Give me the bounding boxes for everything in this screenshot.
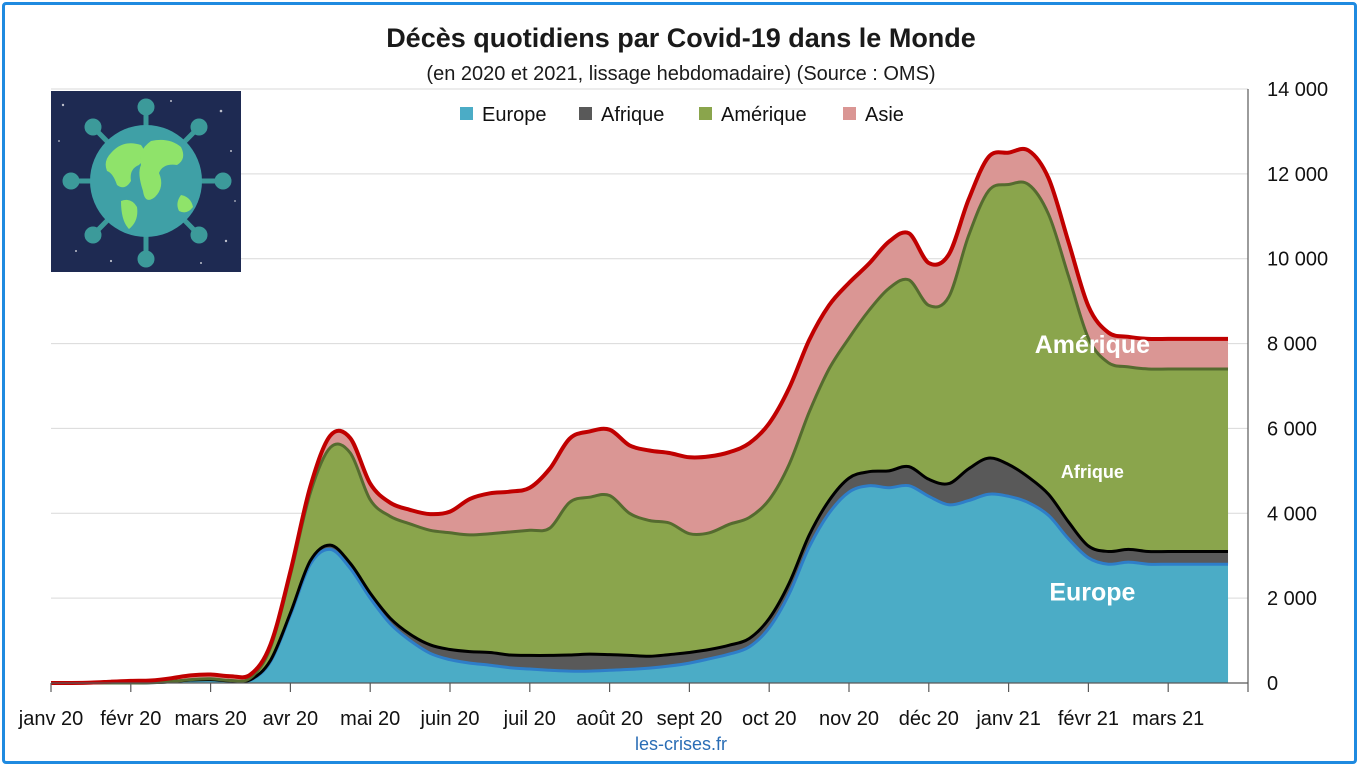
annotation-label: Asie [1050,147,1103,175]
x-tick-label: oct 20 [742,708,796,730]
legend-label: Europe [482,104,547,126]
annotation-label: Afrique [1061,462,1124,482]
x-tick-label: janv 21 [975,708,1041,730]
y-tick-label: 4 000 [1267,503,1317,525]
legend-swatch [460,107,473,120]
globe-virus-icon [51,91,241,272]
chart-title: Décès quotidiens par Covid-19 dans le Mo… [386,23,976,53]
area-europe [51,485,1229,684]
x-tick-label: févr 21 [1058,708,1119,730]
legend-swatch [843,107,856,120]
x-tick-label: juil 20 [503,708,556,730]
y-tick-label: 12 000 [1267,164,1328,186]
y-tick-label: 6 000 [1267,418,1317,440]
x-tick-label: déc 20 [899,708,959,730]
x-tick-label: août 20 [576,708,643,730]
x-tick-label: juin 20 [420,708,480,730]
series-annotations: Europe Afrique Amérique Asie [1035,147,1150,606]
y-tick-label: 14 000 [1267,79,1328,101]
legend-label: Asie [865,104,904,126]
gridlines [51,88,1248,599]
x-tick-label: nov 20 [819,708,879,730]
chart-subtitle: (en 2020 et 2021, lissage hebdomadaire) … [426,63,935,85]
covid-deaths-chart: 0 2 000 4 000 6 000 8 000 10 000 12 000 14 000 j… [18,23,1328,754]
x-tick-label: mars 20 [174,708,246,730]
legend-label: Afrique [601,104,664,126]
legend-label: Amérique [721,104,807,126]
x-tick-label: sept 20 [657,708,723,730]
legend: Europe Afrique Amérique Asie [460,104,904,126]
series-outlines [50,146,1229,686]
x-tick-label: mai 20 [340,708,400,730]
axes: 0 2 000 4 000 6 000 8 000 10 000 12 000 14 000 j… [18,79,1328,730]
y-tick-label: 10 000 [1267,249,1328,271]
x-tick-label: mars 21 [1132,708,1204,730]
line-amerique [51,180,1229,685]
x-tick-label: févr 20 [100,708,161,730]
annotation-label: Europe [1049,578,1135,606]
x-tick-label: avr 20 [263,708,319,730]
source-credit: les-crises.fr [635,734,727,754]
line-asie [50,146,1228,686]
y-tick-label: 8 000 [1267,334,1317,356]
legend-swatch [699,107,712,120]
x-tick-label: janv 20 [18,708,84,730]
y-tick-label: 2 000 [1267,588,1317,610]
annotation-label: Amérique [1035,331,1150,359]
legend-swatch [579,107,592,120]
y-tick-label: 0 [1267,673,1278,695]
area-asie [51,148,1229,684]
